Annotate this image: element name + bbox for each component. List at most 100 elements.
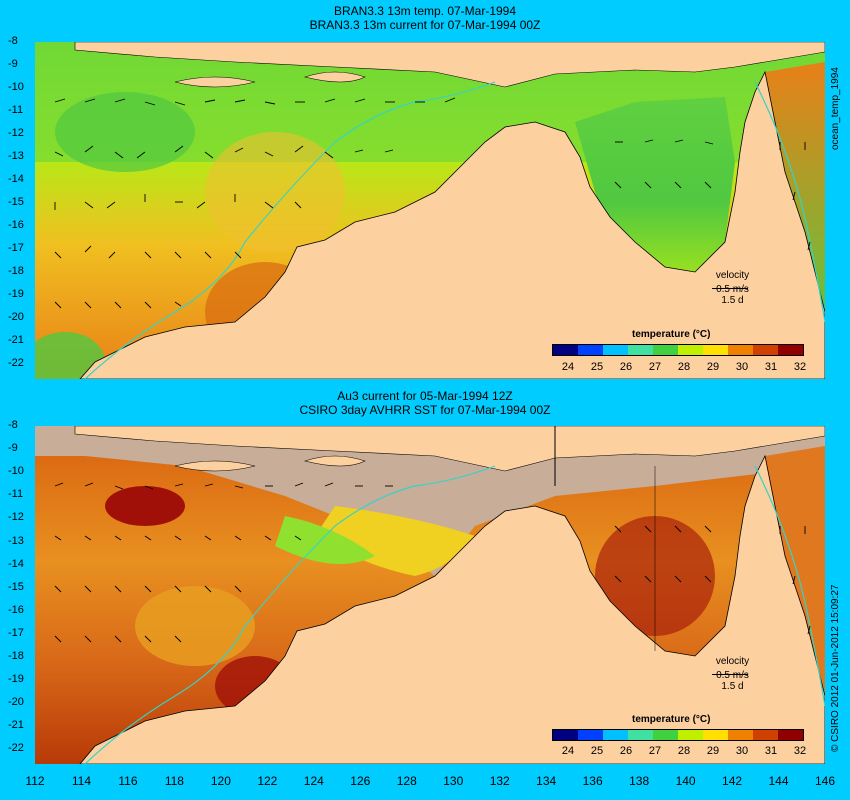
colorbar-segment xyxy=(653,730,679,740)
y-tick-label: -21 xyxy=(8,334,24,346)
x-tick-label: 140 xyxy=(675,774,696,788)
colorbar-segment xyxy=(778,345,803,355)
y-tick-label: -9 xyxy=(8,58,18,70)
bottom-current-vectors xyxy=(54,482,811,643)
x-tick-label: 134 xyxy=(536,774,557,788)
colorbar-segment xyxy=(553,730,579,740)
velocity-time: 1.5 d xyxy=(721,681,744,692)
x-tick-label: 124 xyxy=(303,774,324,788)
top-colorbar-ticks: 24 25 26 27 28 29 30 31 32 xyxy=(552,361,807,375)
colorbar-segment xyxy=(553,345,579,355)
top-land-australia xyxy=(79,70,825,379)
colorbar-segment xyxy=(678,345,704,355)
top-land-north xyxy=(74,42,825,88)
x-tick-label: 122 xyxy=(257,774,278,788)
x-tick-label: 144 xyxy=(768,774,789,788)
colorbar-tick-label: 25 xyxy=(590,745,604,757)
velocity-scale: 0.5 m/s xyxy=(716,670,749,681)
colorbar-tick-label: 28 xyxy=(677,745,691,757)
velocity-label: velocity xyxy=(715,270,750,281)
colorbar-tick-label: 26 xyxy=(619,745,633,757)
colorbar-tick-label: 25 xyxy=(590,361,604,373)
bottom-colorbar-title: temperature (°C) xyxy=(632,714,711,725)
y-tick-label: -20 xyxy=(8,696,24,709)
colorbar-segment xyxy=(628,345,654,355)
top-colorbar xyxy=(552,344,804,356)
y-tick-label: -16 xyxy=(8,603,24,616)
bottom-velocity-arrow xyxy=(712,674,748,675)
bottom-side-label: © CSIRO 2012 01-Jun-2012 15:09:27 xyxy=(830,584,841,752)
y-tick-label: -22 xyxy=(8,357,24,369)
y-tick-label: -17 xyxy=(8,626,24,639)
y-tick-label: -18 xyxy=(8,265,24,277)
top-map-panel xyxy=(35,42,825,379)
x-tick-label: 114 xyxy=(71,774,92,788)
bottom-land-australia xyxy=(79,454,825,764)
colorbar-segment xyxy=(603,345,629,355)
velocity-scale: 0.5 m/s xyxy=(716,284,749,295)
top-panel-title-2: BRAN3.3 13m current for 07-Mar-1994 00Z xyxy=(309,18,541,32)
y-tick-label: -13 xyxy=(8,534,24,547)
y-tick-label: -8 xyxy=(8,35,18,47)
colorbar-tick-label: 27 xyxy=(648,745,662,757)
colorbar-segment xyxy=(753,345,779,355)
y-tick-label: -21 xyxy=(8,719,24,732)
y-tick-label: -9 xyxy=(8,442,18,455)
y-tick-label: -15 xyxy=(8,196,24,208)
y-tick-label: -16 xyxy=(8,219,24,231)
top-velocity-legend: velocity 0.5 m/s 1.5 d xyxy=(700,270,765,306)
colorbar-tick-label: 27 xyxy=(648,361,662,373)
x-tick-label: 120 xyxy=(210,774,231,788)
top-current-vectors xyxy=(54,97,811,309)
velocity-time: 1.5 d xyxy=(721,295,744,306)
x-tick-label: 126 xyxy=(350,774,371,788)
x-tick-label: 116 xyxy=(118,774,138,788)
y-tick-label: -8 xyxy=(8,419,18,431)
x-tick-label: 130 xyxy=(443,774,464,788)
colorbar-tick-label: 31 xyxy=(764,745,778,757)
colorbar-tick-label: 32 xyxy=(793,361,807,373)
colorbar-segment xyxy=(603,730,629,740)
colorbar-segment xyxy=(678,730,704,740)
top-map-svg xyxy=(35,42,825,379)
colorbar-segment xyxy=(653,345,679,355)
bottom-panel-title-2: CSIRO 3day AVHRR SST for 07-Mar-1994 00Z xyxy=(299,403,551,417)
colorbar-tick-label: 29 xyxy=(706,745,720,757)
bottom-panel-title-1: Au3 current for 05-Mar-1994 12Z xyxy=(337,389,513,403)
x-tick-label: 132 xyxy=(489,774,510,788)
y-tick-label: -12 xyxy=(8,511,24,524)
colorbar-segment xyxy=(703,345,729,355)
y-tick-label: -18 xyxy=(8,650,24,662)
colorbar-tick-label: 26 xyxy=(619,361,633,373)
bottom-map-svg xyxy=(35,426,825,764)
colorbar-tick-label: 32 xyxy=(793,745,807,757)
bottom-velocity-legend: velocity 0.5 m/s 1.5 d xyxy=(700,656,765,692)
y-tick-label: -20 xyxy=(8,311,24,323)
colorbar-segment xyxy=(728,345,754,355)
x-tick-label: 138 xyxy=(629,774,650,788)
velocity-label: velocity xyxy=(715,656,750,667)
colorbar-segment xyxy=(703,730,729,740)
top-velocity-arrow xyxy=(712,288,748,289)
y-tick-label: -14 xyxy=(8,173,24,185)
colorbar-segment xyxy=(778,730,803,740)
top-panel-title-1: BRAN3.3 13m temp. 07-Mar-1994 xyxy=(333,4,517,18)
y-tick-label: -11 xyxy=(8,104,24,116)
y-tick-label: -14 xyxy=(8,557,24,570)
y-tick-label: -13 xyxy=(8,150,24,162)
y-tick-label: -19 xyxy=(8,288,24,300)
bottom-map-panel xyxy=(35,426,825,764)
y-tick-label: -15 xyxy=(8,580,24,593)
colorbar-segment xyxy=(753,730,779,740)
colorbar-tick-label: 29 xyxy=(706,361,720,373)
x-tick-label: 136 xyxy=(582,774,603,788)
colorbar-segment xyxy=(728,730,754,740)
x-tick-label: 112 xyxy=(25,774,45,788)
colorbar-tick-label: 30 xyxy=(735,361,749,373)
colorbar-tick-label: 28 xyxy=(677,361,691,373)
top-side-label: ocean_temp_1994 xyxy=(830,67,841,150)
top-colorbar-title: temperature (°C) xyxy=(632,329,711,340)
bottom-colorbar xyxy=(552,729,804,741)
colorbar-segment xyxy=(578,730,604,740)
x-tick-label: 142 xyxy=(722,774,743,788)
